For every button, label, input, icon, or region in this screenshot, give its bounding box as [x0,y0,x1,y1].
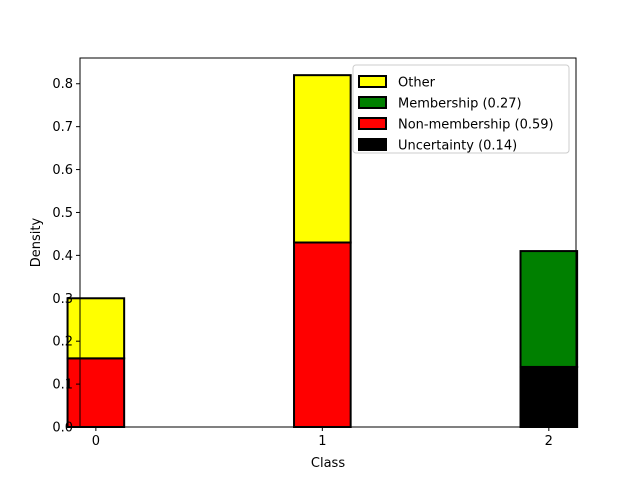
legend-swatch [358,96,387,109]
legend-swatch [358,75,387,88]
x-tick-label: 1 [318,434,326,449]
legend-box [352,64,570,154]
x-tick-label: 0 [92,434,100,449]
plot-frame [79,57,577,428]
x-tick-label: 2 [545,434,553,449]
y-tick-label: 0.0 [52,421,73,436]
legend-swatch [358,138,387,151]
y-tick-label: 0.5 [52,206,73,221]
legend: Other Membership (0.27) Non-membership (0.… [352,64,570,154]
legend-entry-label: Uncertainty (0.14) [398,139,517,154]
legend-entry-label: Other [398,76,436,91]
bars-group [66,74,579,429]
legend-swatch [358,117,387,130]
x-axis-label: Class [311,456,345,471]
legend-entry-label: Membership (0.27) [398,97,522,112]
y-tick-label: 0.8 [52,77,73,92]
y-tick-label: 0.7 [52,120,73,135]
y-tick-label: 0.1 [52,378,73,393]
x-axis: 0 1 2 [92,427,553,449]
y-axis: 0.0 0.1 0.2 0.3 0.4 0.5 0.6 0.7 0.8 [52,77,80,436]
bar-segment-2-5 [519,250,579,368]
bar-segment-1-2 [293,241,352,428]
bar-segment-0-0 [66,357,126,429]
bar-segment-2-4 [519,365,579,429]
y-tick-label: 0.3 [52,292,73,307]
y-axis-label: Density [29,217,44,267]
bar-segment-0-1 [66,297,126,360]
bar-segment-1-3 [293,74,352,244]
legend-entry-label: Non-membership (0.59) [398,118,554,133]
y-tick-label: 0.2 [52,335,73,350]
y-tick-label: 0.4 [52,249,73,264]
y-tick-label: 0.6 [52,163,73,178]
